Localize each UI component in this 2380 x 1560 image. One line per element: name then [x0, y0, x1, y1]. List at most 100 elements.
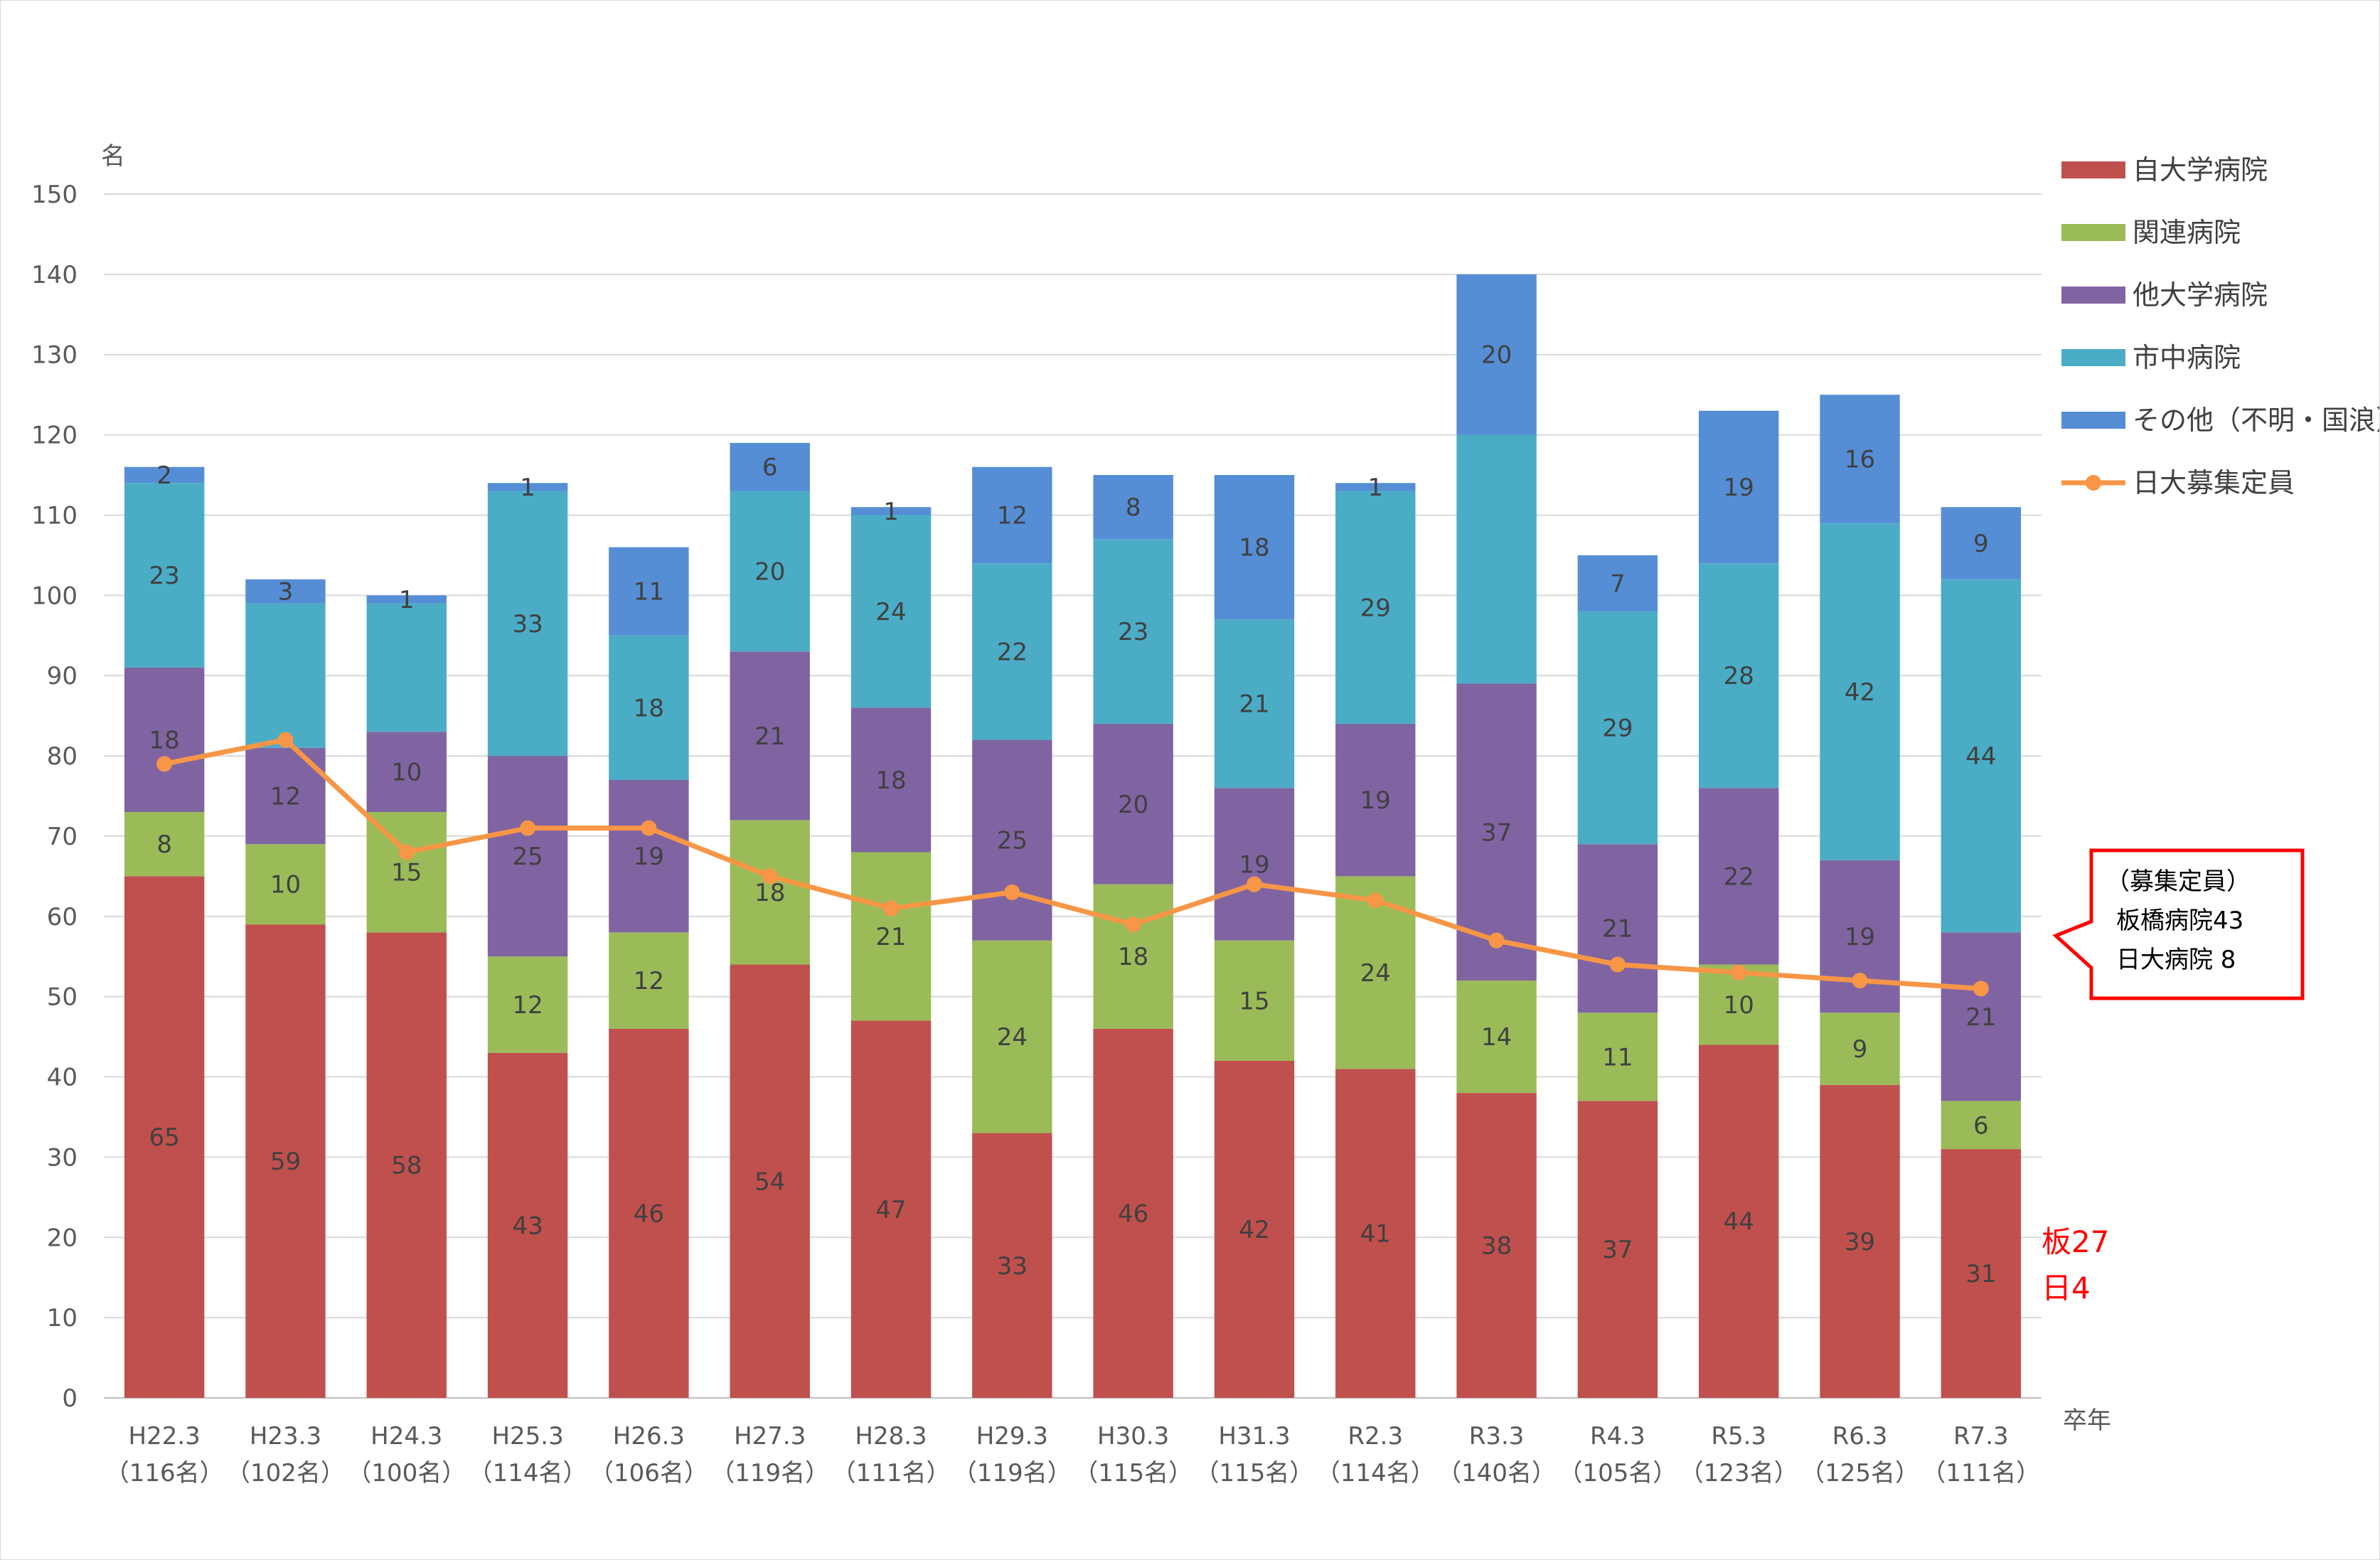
data-label: 29	[1360, 594, 1391, 622]
y-tick-label: 60	[47, 903, 78, 931]
bar-segment	[1214, 619, 1295, 789]
data-label: 24	[1360, 959, 1391, 988]
x-tick-label: H25.3	[491, 1422, 563, 1451]
bar-segment	[1214, 1060, 1295, 1398]
bar-segment	[1699, 1045, 1779, 1398]
data-label: 18	[1118, 943, 1148, 971]
y-tick-label: 130	[31, 341, 78, 370]
data-label: 24	[875, 598, 906, 626]
bar-segment	[124, 876, 205, 1398]
bar-segment	[1093, 884, 1173, 1029]
bar-segment	[972, 739, 1052, 941]
x-tick-total-label: （123名）	[1680, 1459, 1798, 1487]
bar-segment	[730, 651, 810, 821]
data-label: 54	[754, 1168, 785, 1196]
bar-segment	[1335, 491, 1416, 724]
y-tick-label: 50	[47, 983, 78, 1012]
bar-segment	[730, 964, 810, 1398]
line-point	[1125, 917, 1141, 933]
x-tick-total-label: （106名）	[589, 1459, 708, 1487]
data-label: 20	[1118, 791, 1148, 819]
bar-segment	[972, 466, 1052, 564]
bar-segment	[366, 603, 447, 732]
x-tick-total-label: （114名）	[469, 1459, 587, 1487]
callout-line-3: 日大病院 8	[2116, 946, 2236, 974]
bar-segment	[124, 483, 205, 668]
bar-segment	[1941, 579, 2022, 933]
bar-segment	[1093, 723, 1173, 885]
data-label: 12	[634, 967, 664, 995]
y-tick-label: 70	[47, 823, 78, 851]
y-tick-label: 10	[47, 1304, 78, 1332]
data-label: 8	[156, 830, 172, 859]
bar-segment	[609, 547, 689, 636]
line-point	[520, 820, 536, 836]
data-label: 14	[1481, 1023, 1512, 1052]
bar-segment	[1941, 932, 2022, 1101]
data-label: 25	[512, 843, 543, 871]
data-label: 15	[391, 859, 422, 887]
legend-label: その他（不明・国浪）	[2133, 405, 2379, 436]
line-point	[1246, 876, 1262, 892]
line-point	[883, 900, 900, 917]
bar-segment	[1820, 1084, 1900, 1398]
x-tick-total-label: （111名）	[1921, 1459, 2040, 1487]
bar-segment	[850, 507, 932, 515]
bar-segment	[245, 603, 326, 748]
data-label: 15	[1239, 987, 1269, 1015]
x-tick-label: H27.3	[734, 1422, 806, 1451]
data-label: 23	[1118, 618, 1148, 646]
x-tick-total-label: （116名）	[105, 1459, 224, 1487]
data-label: 33	[512, 610, 543, 639]
bar-segment	[1093, 539, 1173, 724]
legend-swatch	[2061, 287, 2125, 304]
callout: （募集定員） 板橋病院43 日大病院 8	[2052, 848, 2305, 1000]
bar-segment	[245, 924, 326, 1398]
line-point	[762, 868, 778, 885]
callout-box	[2052, 848, 2305, 1000]
x-tick-label: R6.3	[1832, 1422, 1888, 1451]
data-label: 29	[1602, 715, 1633, 743]
line-point	[1731, 964, 1747, 981]
data-label: 42	[1239, 1216, 1269, 1244]
data-label: 11	[634, 578, 664, 607]
data-label: 38	[1481, 1232, 1512, 1261]
line-point	[156, 756, 173, 772]
bar-segment	[1941, 1101, 2022, 1150]
bar-segment	[730, 820, 810, 965]
x-tick-total-label: （125名）	[1800, 1459, 1919, 1487]
bar-segment	[972, 563, 1052, 740]
bar-segment	[124, 812, 205, 877]
bar-segment	[366, 812, 447, 933]
bar-segment	[730, 491, 810, 652]
bar-segment	[1941, 507, 2022, 579]
legend-swatch	[2061, 224, 2125, 241]
bar-segment	[487, 756, 568, 957]
bar-segment	[1577, 1101, 1658, 1398]
data-label: 44	[1724, 1208, 1754, 1236]
data-label: 10	[391, 759, 422, 787]
x-tick-label: H31.3	[1218, 1422, 1290, 1451]
data-label: 46	[1118, 1200, 1148, 1228]
x-axis-unit-label: 卒年	[2063, 1406, 2111, 1435]
data-label: 19	[1360, 786, 1391, 815]
x-tick-total-label: （119名）	[710, 1459, 829, 1487]
bar-segment	[1093, 1028, 1173, 1398]
data-label: 18	[634, 694, 664, 722]
line-point	[277, 732, 294, 748]
data-label: 1	[520, 474, 535, 502]
bar-segment	[124, 466, 205, 484]
bar-segment	[850, 852, 932, 1021]
data-label: 18	[149, 726, 180, 754]
x-tick-total-label: （115名）	[1195, 1459, 1314, 1487]
bar-segment	[487, 483, 568, 491]
data-label: 7	[1610, 570, 1626, 598]
line-point	[1004, 884, 1020, 900]
y-tick-label: 30	[47, 1143, 78, 1172]
line-point	[1852, 973, 1868, 989]
bar-segment	[1577, 844, 1658, 1013]
data-label: 19	[1845, 923, 1875, 951]
bar-segment	[1577, 611, 1658, 845]
data-label: 58	[391, 1152, 422, 1180]
